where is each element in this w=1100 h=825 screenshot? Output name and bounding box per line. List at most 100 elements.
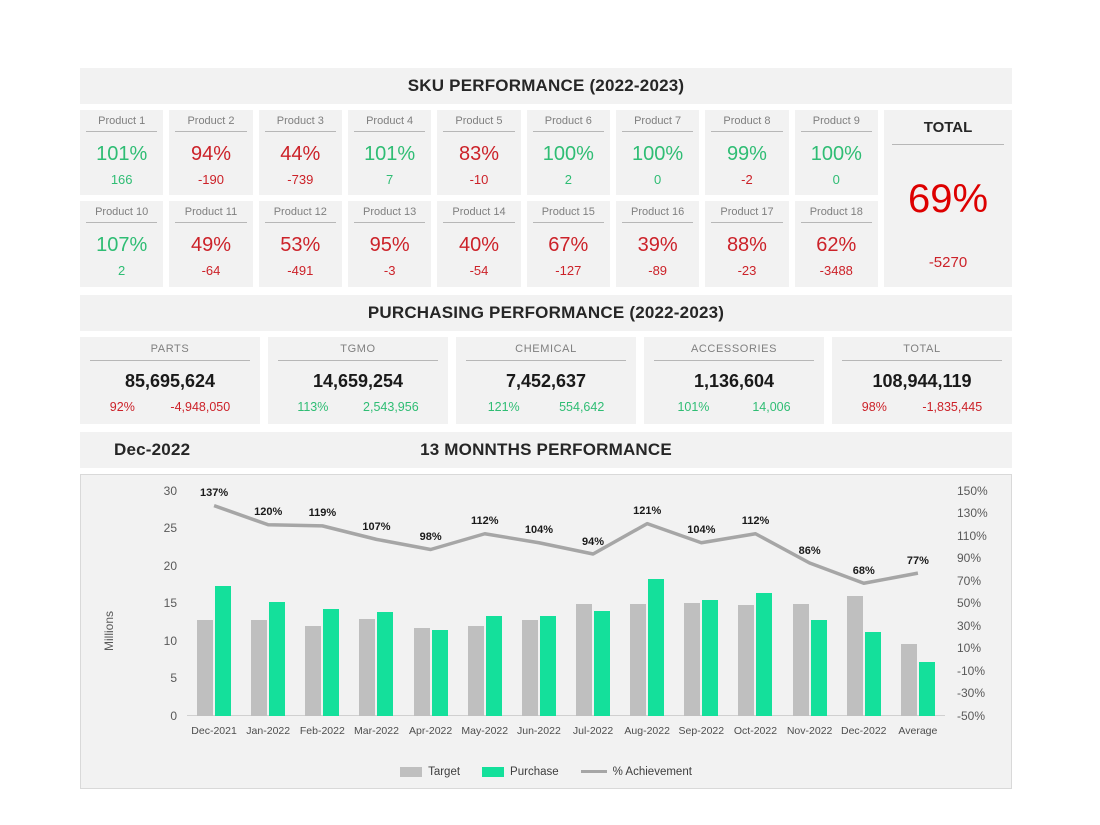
sku-product-name: Product 7 bbox=[621, 110, 694, 132]
sku-product-percent: 88% bbox=[726, 234, 767, 257]
sku-product-value: -2 bbox=[741, 172, 753, 187]
sku-product-percent: 62% bbox=[816, 234, 857, 257]
sku-product-percent: 94% bbox=[190, 143, 231, 165]
chart-bar-group: Sep-2022 bbox=[674, 491, 728, 737]
chart-y-axis-label: Millions bbox=[102, 611, 117, 652]
chart-bar-purchase bbox=[215, 585, 232, 716]
sku-product-card: Product 7 100% 0 bbox=[615, 110, 700, 196]
chart-line-label: 77% bbox=[906, 554, 929, 567]
purchasing-card-name: PARTS bbox=[90, 337, 250, 361]
chart-x-tick: Dec-2022 bbox=[840, 724, 887, 737]
sku-product-name: Product 13 bbox=[353, 201, 426, 224]
sku-product-percent: 49% bbox=[190, 234, 231, 257]
chart-bar-purchase bbox=[810, 619, 827, 716]
chart-bar-target bbox=[630, 603, 647, 716]
chart-bar-purchase bbox=[702, 600, 719, 716]
sku-product-percent: 100% bbox=[632, 143, 684, 165]
sku-product-card: Product 10 107% 2 bbox=[80, 201, 164, 287]
chart-period-label: Dec-2022 bbox=[114, 439, 191, 459]
sku-product-name: Product 2 bbox=[175, 110, 247, 132]
chart-x-tick: Nov-2022 bbox=[786, 724, 833, 737]
chart-line-label: 137% bbox=[199, 487, 229, 500]
sku-product-name: Product 6 bbox=[532, 110, 604, 132]
chart-bar-purchase bbox=[756, 592, 773, 716]
sku-product-value: -190 bbox=[197, 172, 224, 187]
chart-bar-purchase bbox=[485, 615, 502, 716]
sku-product-percent: 101% bbox=[364, 143, 416, 165]
chart-legend-item: Purchase bbox=[482, 766, 559, 778]
purchasing-section-title: PURCHASING PERFORMANCE (2022-2023) bbox=[80, 294, 1012, 331]
purchasing-card: ACCESSORIES 1,136,604 101% 14,006 bbox=[644, 336, 824, 424]
chart-bar-target bbox=[684, 603, 701, 716]
sku-product-value: -23 bbox=[737, 263, 757, 279]
chart-legend-swatch bbox=[482, 766, 505, 777]
chart-bar-target bbox=[900, 644, 917, 716]
sku-product-percent: 83% bbox=[458, 143, 499, 165]
chart-x-tick: Apr-2022 bbox=[409, 724, 453, 737]
sku-product-value: -89 bbox=[648, 263, 668, 279]
sku-product-name: Product 9 bbox=[800, 110, 872, 132]
sku-product-name: Product 14 bbox=[443, 201, 515, 224]
chart-y2-tick: 50% bbox=[957, 596, 982, 611]
purchasing-card: TOTAL 108,944,119 98% -1,835,445 bbox=[832, 336, 1012, 424]
chart-bar-group: Jun-2022 bbox=[512, 491, 566, 737]
sku-product-percent: 100% bbox=[810, 143, 862, 165]
chart-y2-tick: 150% bbox=[957, 483, 988, 498]
chart-bar-target bbox=[197, 620, 214, 716]
chart-y2-tick: 130% bbox=[957, 506, 988, 521]
sku-product-value: 166 bbox=[110, 172, 133, 187]
sku-product-name: Product 11 bbox=[175, 201, 247, 224]
chart-legend-label: Target bbox=[428, 765, 461, 778]
sku-product-percent: 40% bbox=[458, 234, 499, 257]
chart-x-tick: May-2022 bbox=[461, 724, 509, 737]
sku-product-value: 2 bbox=[118, 263, 126, 279]
chart-x-tick: Average bbox=[898, 724, 938, 737]
sku-product-card: Product 11 49% -64 bbox=[169, 201, 253, 287]
sku-product-name: Product 5 bbox=[443, 110, 515, 132]
chart-y-tick: 0 bbox=[170, 708, 177, 723]
chart-legend: Target Purchase % Achievement bbox=[81, 766, 1011, 778]
chart-y2-tick: 70% bbox=[957, 573, 982, 588]
purchasing-card-sub: 121% 554,642 bbox=[462, 400, 630, 414]
sku-product-name: Product 17 bbox=[711, 201, 783, 224]
chart-bar-purchase bbox=[323, 609, 340, 716]
chart-x-tick: Oct-2022 bbox=[733, 724, 778, 737]
sku-total-card: TOTAL 69% -5270 bbox=[884, 110, 1012, 287]
sku-product-name: Product 18 bbox=[800, 201, 872, 224]
chart-line-label: 94% bbox=[582, 535, 605, 548]
chart-y-tick: 10 bbox=[163, 633, 177, 648]
chart-title: 13 MONNTHS PERFORMANCE bbox=[420, 439, 672, 459]
chart-bar-purchase bbox=[539, 615, 556, 716]
chart-bar-group: Dec-2022 bbox=[837, 491, 891, 737]
sku-product-card: Product 17 88% -23 bbox=[705, 201, 789, 287]
chart-x-tick: Feb-2022 bbox=[299, 724, 345, 737]
chart-bar-target bbox=[359, 618, 376, 716]
sku-product-percent: 95% bbox=[369, 234, 410, 257]
sku-product-card: Product 8 99% -2 bbox=[705, 110, 789, 196]
purchasing-card-amount: 85,695,624 bbox=[124, 370, 216, 391]
chart-legend-item: Target bbox=[400, 766, 460, 778]
chart-legend-swatch bbox=[580, 770, 607, 774]
chart-bar-group: Nov-2022 bbox=[783, 491, 837, 737]
purchasing-card-sub: 101% 14,006 bbox=[650, 400, 818, 414]
sku-product-card: Product 2 94% -190 bbox=[169, 110, 253, 196]
chart-bar-purchase bbox=[864, 632, 881, 716]
sku-product-value: -739 bbox=[287, 172, 314, 187]
chart-x-tick: Mar-2022 bbox=[354, 724, 399, 737]
sku-product-name: Product 12 bbox=[264, 201, 336, 224]
purchasing-card-delta: -4,948,050 bbox=[170, 399, 231, 414]
sku-product-percent: 53% bbox=[280, 234, 321, 257]
purchasing-card: CHEMICAL 7,452,637 121% 554,642 bbox=[456, 336, 636, 424]
purchasing-card: TGMO 14,659,254 113% 2,543,956 bbox=[268, 336, 448, 424]
chart-x-tick: Jan-2022 bbox=[246, 724, 291, 737]
sku-product-card: Product 14 40% -54 bbox=[437, 201, 521, 287]
sku-product-percent: 44% bbox=[280, 143, 321, 165]
chart-legend-label: % Achievement bbox=[612, 765, 692, 778]
purchasing-card-amount: 1,136,604 bbox=[693, 370, 775, 391]
purchasing-card-delta: -1,835,445 bbox=[922, 399, 983, 414]
sku-product-name: Product 10 bbox=[86, 201, 158, 224]
chart-line-label: 104% bbox=[524, 524, 553, 537]
chart-bar-group: Dec-2021 bbox=[187, 491, 241, 737]
sku-product-percent: 101% bbox=[96, 143, 148, 165]
